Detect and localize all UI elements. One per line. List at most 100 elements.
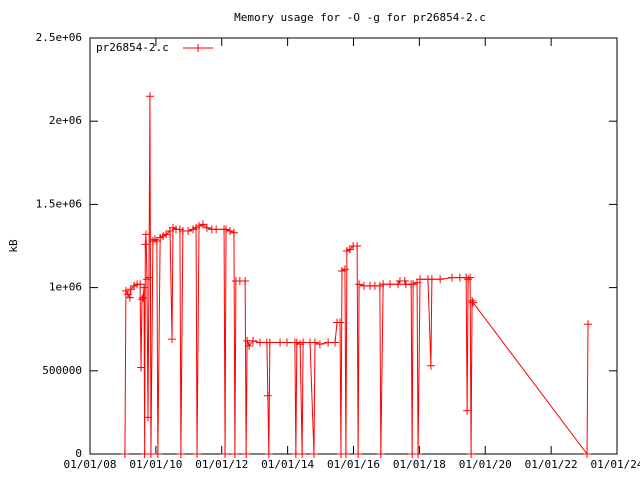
y-tick-label: 2e+06: [49, 114, 82, 127]
point-marker: [137, 363, 146, 372]
point-marker: [265, 338, 274, 347]
point-marker: [230, 450, 239, 458]
point-marker: [324, 338, 333, 347]
point-marker: [282, 338, 291, 347]
point-marker: [168, 335, 177, 344]
point-marker: [249, 336, 258, 345]
x-tick-label: 01/01/22: [525, 458, 578, 471]
point-marker: [464, 275, 473, 284]
point-marker: [375, 281, 384, 290]
point-marker: [263, 391, 272, 400]
point-marker: [409, 280, 418, 289]
legend-marker: [194, 44, 202, 52]
point-marker: [225, 227, 234, 236]
x-tick-label: 01/01/10: [129, 458, 182, 471]
point-marker: [340, 265, 349, 274]
series-line: [124, 96, 589, 456]
x-tick-label: 01/01/18: [393, 458, 446, 471]
point-marker: [150, 235, 159, 244]
point-marker: [466, 273, 475, 282]
point-marker: [145, 92, 154, 101]
point-marker: [193, 450, 202, 458]
point-marker: [202, 223, 211, 232]
legend-label: pr26854-2.c: [96, 41, 169, 54]
point-marker: [414, 450, 423, 458]
point-marker: [212, 225, 221, 234]
point-marker: [331, 338, 340, 347]
point-marker: [121, 286, 130, 295]
point-marker: [152, 237, 161, 246]
point-marker: [426, 361, 435, 370]
point-marker: [463, 406, 472, 415]
point-marker: [144, 273, 153, 282]
point-marker: [335, 318, 344, 327]
point-marker: [195, 222, 204, 231]
point-marker: [353, 242, 362, 250]
point-marker: [436, 275, 445, 284]
point-marker: [255, 338, 264, 347]
point-marker: [222, 225, 231, 234]
point-marker: [469, 298, 478, 307]
x-tick-label: 01/01/16: [327, 458, 380, 471]
point-marker: [138, 295, 147, 304]
point-marker: [427, 275, 436, 284]
point-marker: [141, 230, 150, 239]
point-marker: [345, 245, 354, 254]
point-marker: [416, 275, 425, 284]
point-marker: [162, 230, 171, 239]
point-marker: [299, 338, 308, 347]
point-marker: [140, 283, 149, 292]
x-tick-label: 01/01/20: [459, 458, 512, 471]
point-marker: [467, 450, 476, 458]
y-tick-label: 1.5e+06: [36, 197, 82, 210]
point-marker: [125, 293, 134, 302]
point-marker: [341, 450, 350, 458]
point-marker: [310, 338, 319, 347]
point-marker: [176, 450, 185, 458]
point-marker: [386, 280, 395, 289]
point-marker: [123, 290, 132, 299]
point-marker: [298, 450, 307, 458]
point-marker: [276, 338, 285, 347]
point-marker: [447, 273, 456, 282]
point-marker: [126, 285, 135, 294]
chart-title: Memory usage for -O -g for pr26854-2.c: [234, 11, 486, 24]
point-marker: [379, 280, 388, 289]
y-tick-label: 500000: [42, 364, 82, 377]
y-tick-label: 0: [75, 447, 82, 460]
point-marker: [136, 280, 145, 289]
point-marker: [468, 296, 477, 305]
y-axis-label: kB: [7, 239, 20, 253]
point-marker: [198, 220, 207, 229]
x-tick-label: 01/01/08: [64, 458, 117, 471]
point-marker: [242, 450, 251, 458]
point-marker: [376, 450, 385, 458]
x-tick-label: 01/01/24: [591, 458, 640, 471]
point-marker: [393, 280, 402, 289]
point-marker: [139, 293, 148, 302]
point-marker: [354, 450, 363, 458]
point-marker: [245, 341, 254, 350]
point-marker: [141, 240, 150, 249]
x-tick-label: 01/01/12: [195, 458, 248, 471]
x-tick-label: 01/01/14: [261, 458, 314, 471]
point-marker: [221, 450, 230, 458]
point-marker: [142, 275, 151, 284]
point-marker: [229, 228, 238, 237]
point-marker: [264, 450, 273, 458]
point-marker: [120, 450, 129, 458]
point-marker: [143, 413, 152, 422]
point-marker: [583, 450, 592, 458]
point-marker: [153, 450, 162, 458]
point-marker: [355, 280, 364, 289]
y-tick-label: 1e+06: [49, 281, 82, 294]
point-marker: [146, 450, 155, 458]
point-marker: [584, 320, 593, 329]
point-marker: [184, 227, 193, 236]
point-marker: [315, 340, 324, 349]
point-marker: [309, 450, 318, 458]
point-marker: [400, 276, 409, 285]
y-tick-label: 2.5e+06: [36, 31, 82, 44]
point-marker: [241, 276, 250, 285]
